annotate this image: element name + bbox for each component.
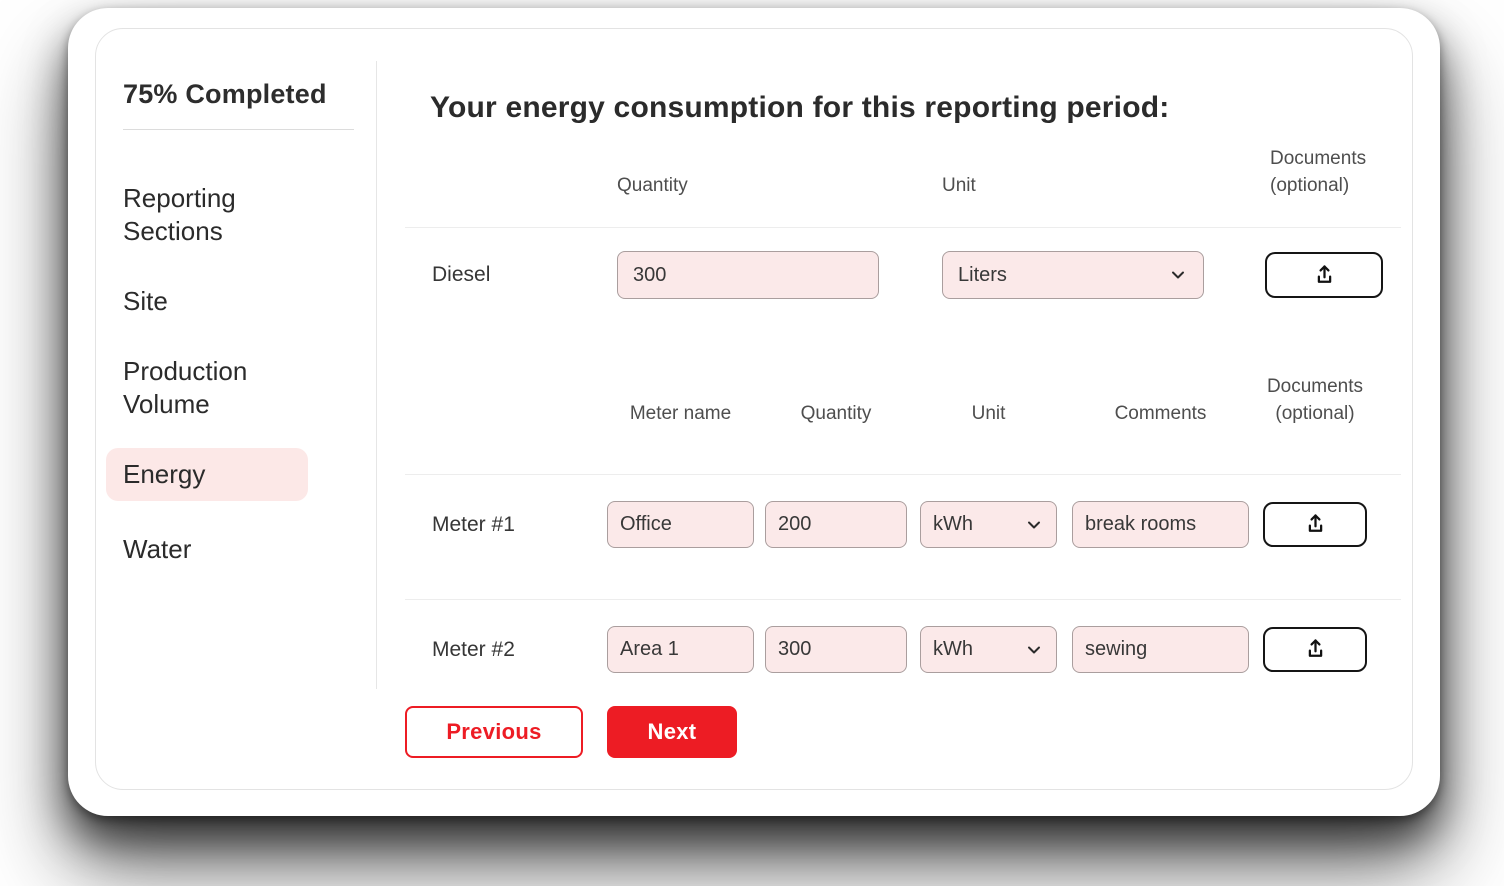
previous-button[interactable]: Previous (405, 706, 583, 758)
sidebar-item-site[interactable]: Site (123, 286, 168, 316)
meter-row-1: Meter #1 kWh (405, 501, 1412, 548)
meter-header-comments: Comments (1114, 403, 1207, 424)
fuel-header-row: Quantity Unit Documents (optional) (405, 145, 1412, 199)
meter-row-label: Meter #1 (432, 512, 515, 536)
sidebar-divider (123, 129, 354, 130)
sidebar-nav: Reporting Sections Site Production Volum… (106, 182, 338, 566)
meter1-unit-select[interactable]: kWh (920, 501, 1057, 548)
meter1-unit-value: kWh (933, 513, 973, 535)
diesel-upload-button[interactable] (1265, 252, 1383, 298)
progress-label: 75% Completed (123, 79, 327, 109)
sidebar: 75% Completed Reporting Sections Site Pr… (96, 29, 376, 789)
sidebar-item-production-volume[interactable]: Production Volume (123, 356, 248, 419)
meter2-name-input[interactable] (607, 626, 754, 673)
fuel-header-unit: Unit (942, 175, 976, 196)
meter1-quantity-input[interactable] (765, 501, 907, 548)
app-card: 75% Completed Reporting Sections Site Pr… (68, 8, 1440, 816)
meter1-upload-button[interactable] (1263, 502, 1367, 547)
diesel-unit-select[interactable]: Liters (942, 251, 1204, 299)
meter-header-row: Meter name Quantity Unit Comments Docume… (405, 373, 1412, 427)
meter1-name-input[interactable] (607, 501, 754, 548)
meter2-unit-value: kWh (933, 638, 973, 660)
meter1-comments-input[interactable] (1072, 501, 1249, 548)
meter-header-quantity: Quantity (800, 403, 872, 424)
chevron-down-icon (1028, 521, 1040, 528)
fuel-row-diesel: Diesel Liters (405, 251, 1412, 299)
meter-header-name: Meter name (629, 403, 732, 424)
sidebar-item-water[interactable]: Water (123, 534, 192, 564)
fuel-header-quantity: Quantity (617, 175, 688, 196)
meter-row-label: Meter #2 (432, 637, 515, 661)
diesel-unit-value: Liters (958, 263, 1007, 286)
meter-header-documents: Documents (optional) (1266, 376, 1364, 424)
meter-header-unit: Unit (971, 403, 1006, 424)
fuel-row-label: Diesel (432, 263, 491, 286)
divider (405, 227, 1401, 228)
main-content: Your energy consumption for this reporti… (377, 29, 1412, 789)
content-panel: 75% Completed Reporting Sections Site Pr… (95, 28, 1413, 790)
sidebar-item-energy[interactable]: Energy (106, 448, 308, 501)
upload-icon (1308, 639, 1322, 657)
divider (405, 599, 1401, 600)
divider (405, 474, 1401, 475)
diesel-quantity-input[interactable] (617, 251, 879, 299)
meter2-unit-select[interactable]: kWh (920, 626, 1057, 673)
meter2-comments-input[interactable] (1072, 626, 1249, 673)
fuel-header-documents: Documents (optional) (1270, 148, 1367, 196)
chevron-down-icon (1172, 271, 1184, 279)
sidebar-vertical-divider (376, 61, 377, 689)
sidebar-item-reporting-sections[interactable]: Reporting Sections (123, 183, 236, 246)
meter2-quantity-input[interactable] (765, 626, 907, 673)
upload-icon (1317, 264, 1331, 283)
meter-row-2: Meter #2 kWh (405, 626, 1412, 673)
page-title: Your energy consumption for this reporti… (430, 91, 1170, 124)
chevron-down-icon (1028, 646, 1040, 653)
action-buttons: Previous Next (405, 706, 1412, 758)
meter2-upload-button[interactable] (1263, 627, 1367, 672)
next-button[interactable]: Next (607, 706, 737, 758)
upload-icon (1308, 514, 1322, 532)
